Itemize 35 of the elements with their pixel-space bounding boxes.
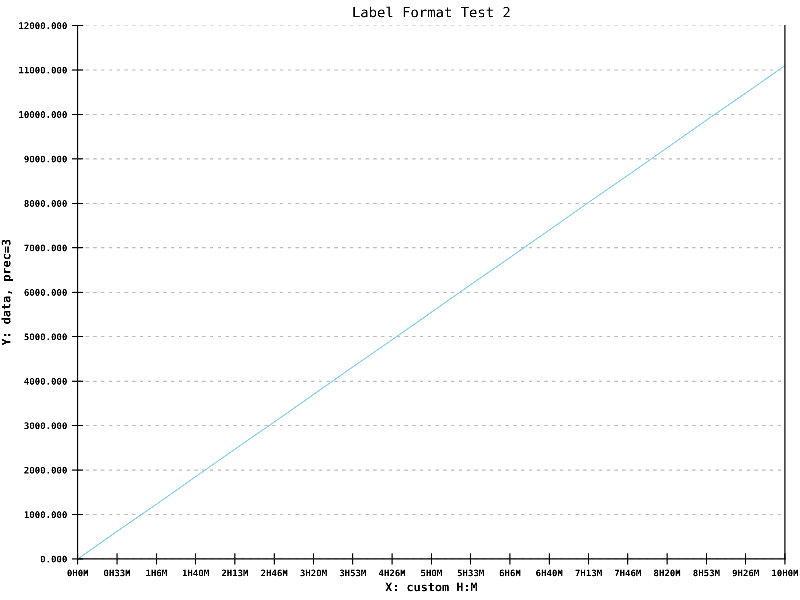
x-tick-label: 1H6M [146, 570, 168, 577]
x-tick-label: 10H0M [772, 570, 798, 577]
x-tick-label: 5H33M [458, 570, 484, 577]
y-tick-label: 10000.000 [20, 111, 68, 118]
x-tick-label: 6H40M [536, 570, 563, 577]
x-tick-label: 8H20M [654, 570, 681, 577]
y-tick-label: 9000.000 [24, 156, 68, 163]
x-tick-label: 0H33M [104, 570, 130, 577]
x-tick-label: 6H6M [500, 570, 521, 577]
x-tick-label: 3H20M [300, 570, 327, 577]
x-tick-label: 7H13M [576, 570, 602, 577]
y-tick-label: 0.000 [40, 556, 68, 563]
x-tick-label: 5H0M [421, 570, 442, 577]
y-tick-label: 1000.000 [24, 511, 68, 518]
x-tick-label: 8H53M [694, 570, 720, 577]
x-axis-title: X: custom H:M [386, 582, 478, 592]
y-tick-label: 3000.000 [24, 422, 68, 430]
y-tick-label: 8000.000 [24, 200, 68, 208]
x-tick-label: 3H53M [340, 570, 366, 577]
y-tick-label: 5000.000 [24, 334, 68, 341]
x-tick-label: 2H46M [261, 570, 288, 577]
y-tick-label: 6000.000 [24, 289, 68, 296]
chart-title: Label Format Test 2 [354, 6, 510, 18]
x-tick-label: 0H0M [68, 570, 88, 577]
y-tick-label: 7000.000 [24, 244, 68, 252]
y-tick-label: 12000.000 [20, 22, 68, 30]
y-tick-label: 2000.000 [24, 467, 68, 474]
y-tick-label: 4000.000 [24, 378, 68, 385]
y-axis-title: Y: data, prec=3 [2, 240, 14, 346]
x-tick-label: 4H26M [379, 570, 406, 577]
x-tick-label: 7H46M [615, 570, 642, 577]
y-tick-label: 11000.000 [20, 66, 68, 74]
x-tick-label: 1H40M [183, 570, 210, 577]
x-tick-label: 9H26M [732, 570, 760, 577]
x-tick-label: 2H13M [222, 570, 248, 577]
